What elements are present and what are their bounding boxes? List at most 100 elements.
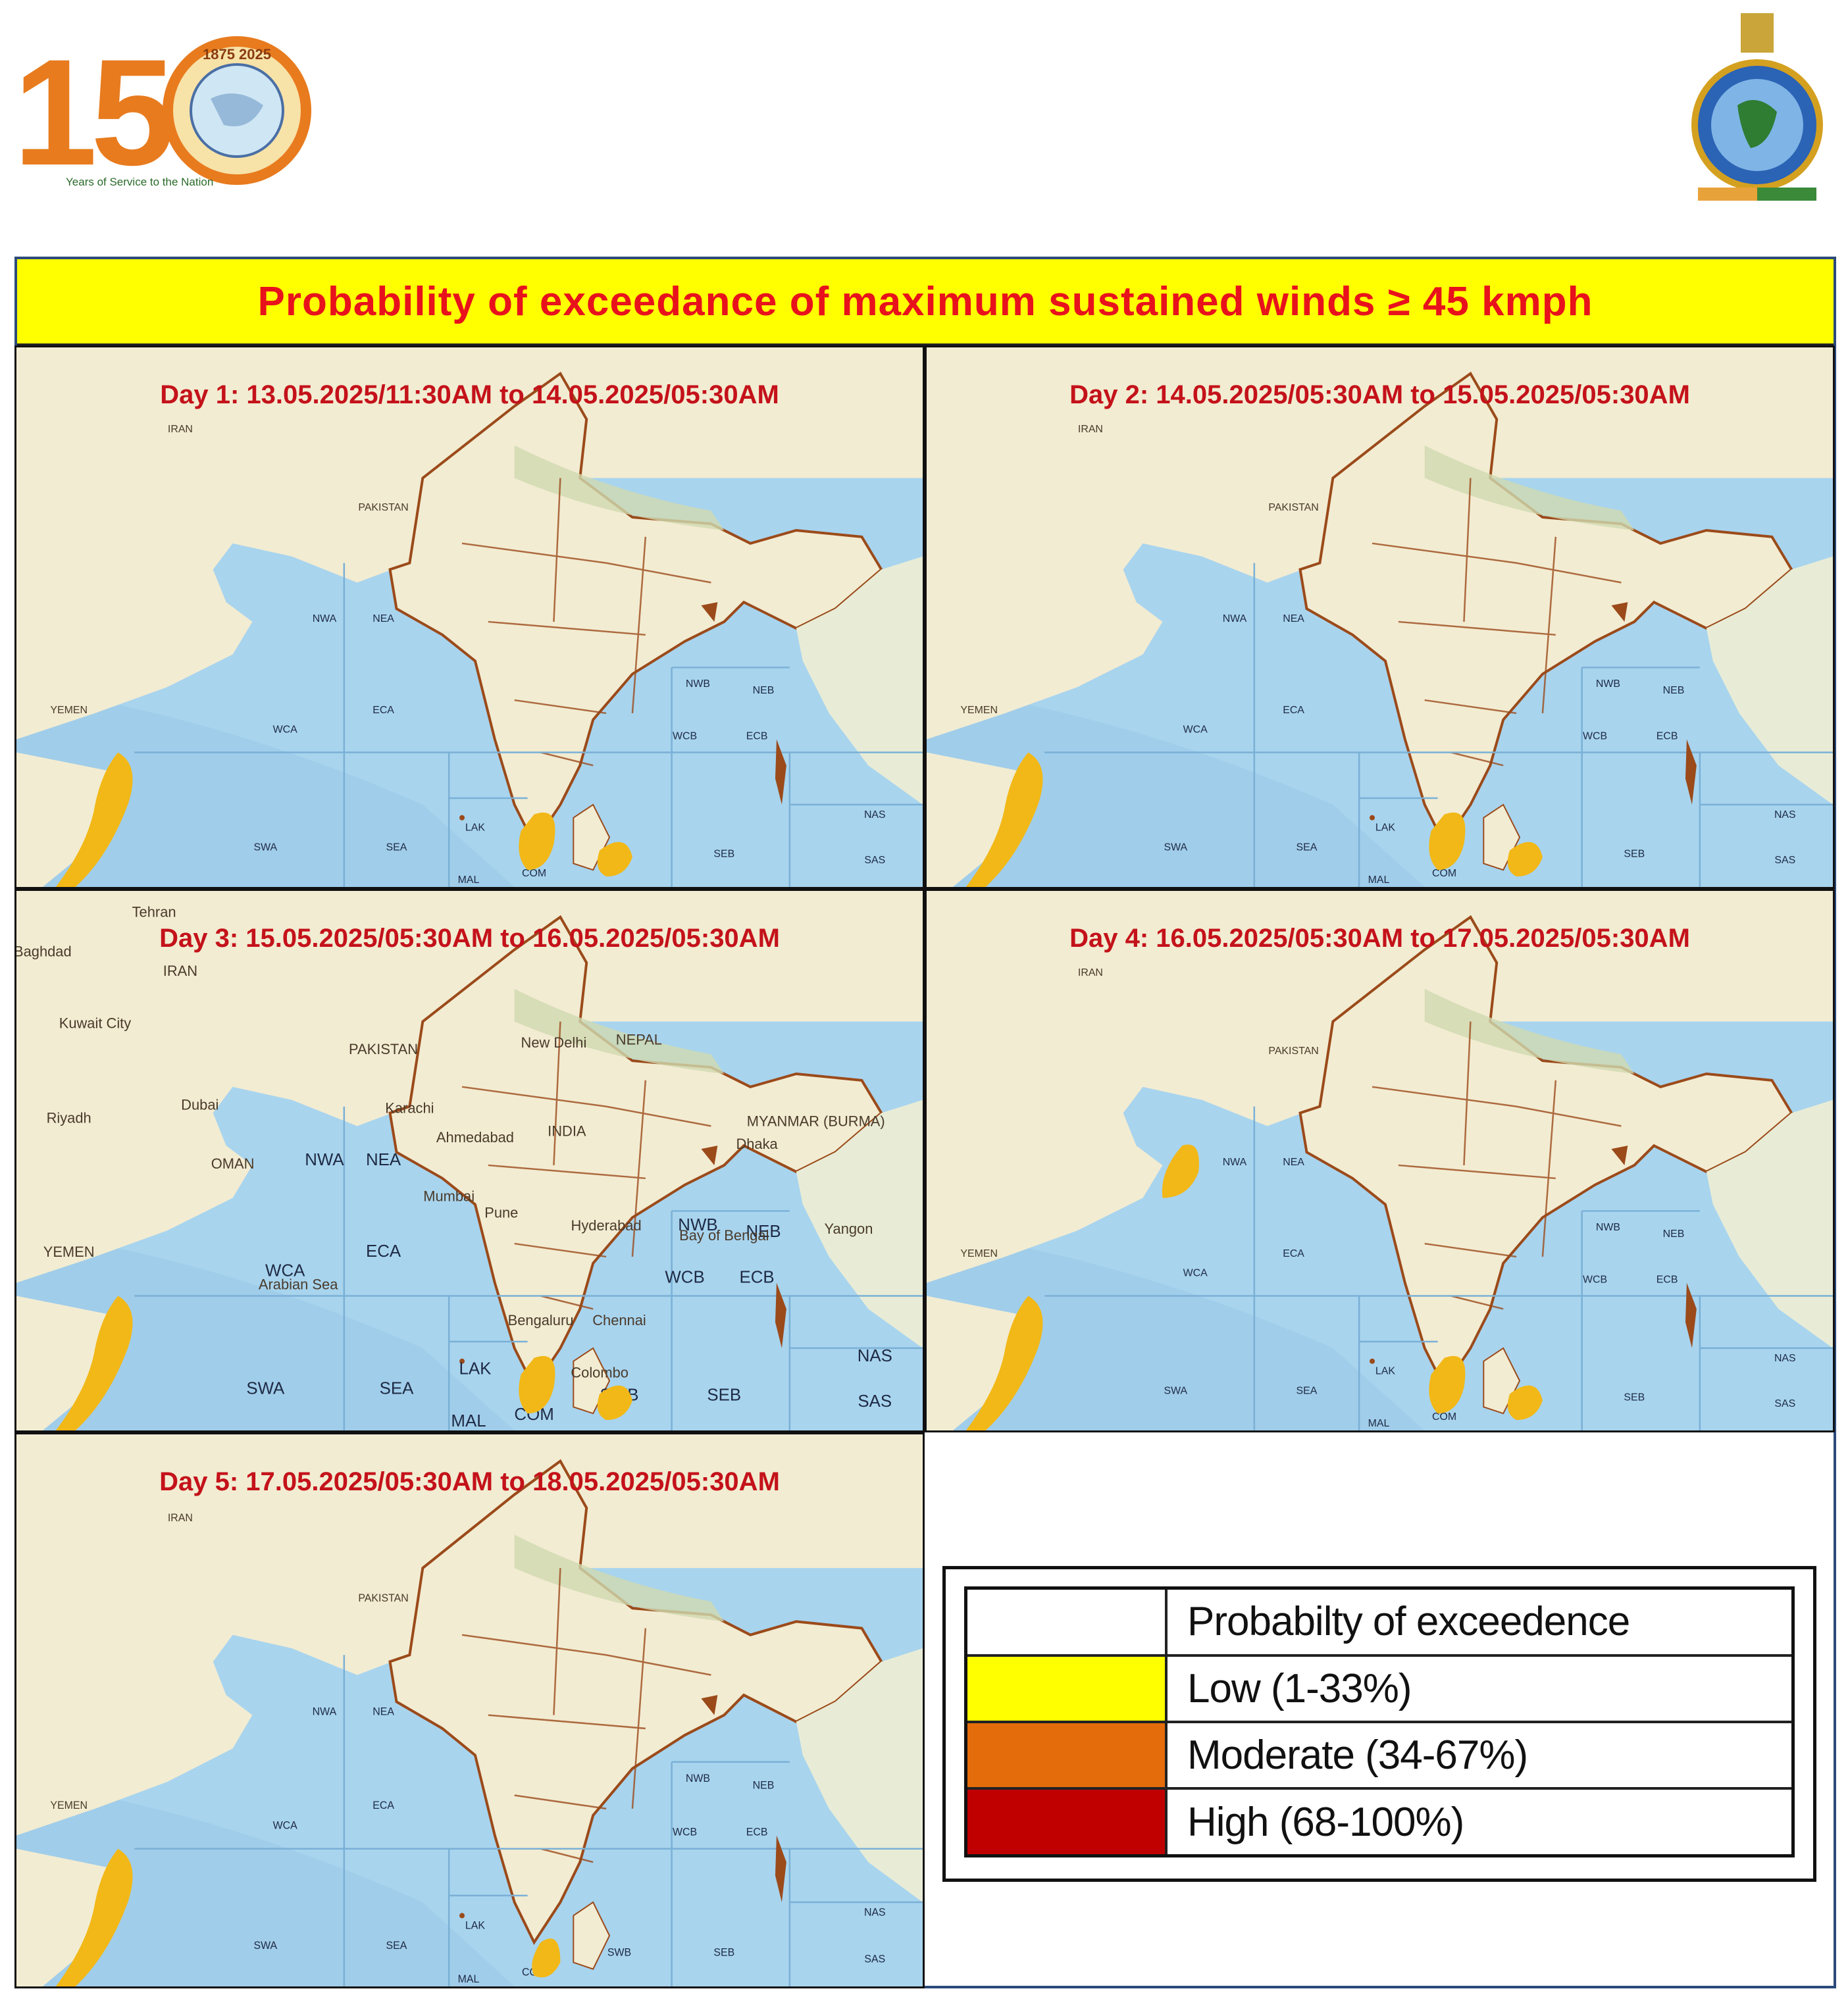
- legend-row-low: Low (1-33%): [964, 1654, 1795, 1723]
- zone-label-neb: NEB: [753, 685, 775, 696]
- place-label: IRAN: [168, 424, 193, 435]
- low-probability-area-somalia: [965, 1296, 1043, 1430]
- legend-swatch-low: [964, 1654, 1168, 1723]
- africa-horn-land: [16, 752, 115, 887]
- low-probability-area-comorin: [519, 812, 555, 871]
- arabian-sea-deep: [927, 687, 1425, 887]
- himalaya-relief: [514, 445, 725, 530]
- zone-label-nas: NAS: [858, 1347, 892, 1365]
- zone-label-wca: WCA: [1183, 1268, 1208, 1279]
- place-label: PAKISTAN: [358, 502, 408, 513]
- legend-header-row: Probabilty of exceedence: [964, 1586, 1795, 1657]
- himalaya-relief: [514, 988, 725, 1074]
- zone-label-sas: SAS: [858, 1392, 892, 1411]
- andaman-islands: [775, 1282, 786, 1348]
- day-3-label: Day 3: 15.05.2025/05:30AM to 16.05.2025/…: [159, 924, 780, 953]
- zone-label-wca: WCA: [1183, 724, 1208, 736]
- himalaya-relief: [514, 1534, 725, 1622]
- low-probability-area-comorin: [1429, 812, 1466, 871]
- zone-label-lak: LAK: [465, 822, 485, 834]
- zone-label-neb: NEB: [1663, 685, 1685, 696]
- lakshadweep-islands: [459, 1913, 465, 1919]
- middle-east-land: [16, 347, 923, 740]
- africa-horn-land: [927, 1296, 1025, 1430]
- zone-label-sea: SEA: [380, 1379, 415, 1398]
- place-label: INDIA: [548, 1123, 586, 1139]
- legend-row-high: High (68-100%): [964, 1787, 1795, 1857]
- day-2-label: Day 2: 14.05.2025/05:30AM to 15.05.2025/…: [1069, 380, 1690, 409]
- place-label: OMAN: [211, 1155, 255, 1172]
- zone-label-seb: SEB: [713, 1946, 734, 1958]
- zone-label-wcb: WCB: [1583, 1275, 1607, 1286]
- imd-emblem-icon: [1685, 13, 1830, 204]
- zone-label-wcb: WCB: [1583, 731, 1607, 742]
- low-probability-area-comorin: [519, 1355, 555, 1414]
- place-label: Colombo: [571, 1365, 629, 1381]
- state-boundaries: [461, 1021, 711, 1310]
- day-4-map: NWA NEA ECA WCA SWA SEA LAK MAL COM NWB NEB WCB ECB S…: [927, 891, 1833, 1430]
- low-probability-area-comorin: [1429, 1355, 1466, 1414]
- zone-label-lak: LAK: [1375, 1366, 1395, 1377]
- low-probability-area-sri-lanka-east: [1507, 1385, 1543, 1421]
- zone-label-mal: MAL: [1368, 874, 1390, 886]
- place-label: YEMEN: [50, 705, 88, 716]
- state-boundaries: [461, 478, 711, 767]
- arabian-sea-deep: [16, 687, 515, 887]
- zone-label-swa: SWA: [254, 842, 278, 853]
- low-probability-area-sri-lanka-east: [1507, 842, 1543, 877]
- zone-label-nwa: NWA: [313, 1705, 337, 1717]
- zone-label-nas: NAS: [1774, 809, 1796, 821]
- legend-swatch-high: [964, 1787, 1168, 1857]
- zone-label-ecb: ECB: [740, 1269, 775, 1287]
- middle-east-land: [927, 347, 1833, 740]
- zone-label-com: COM: [522, 868, 546, 879]
- place-label: NEPAL: [616, 1031, 662, 1048]
- place-label: YEMEN: [43, 1244, 95, 1260]
- place-label: New Delhi: [521, 1034, 587, 1051]
- zone-label-nea: NEA: [366, 1151, 401, 1169]
- logo-150-years: 1875 2025: [203, 46, 271, 63]
- zone-label-swa: SWA: [1164, 842, 1188, 853]
- sundarbans-mark: [701, 1695, 718, 1715]
- zone-label-nwa: NWA: [1223, 613, 1247, 624]
- zone-label-com: COM: [1432, 868, 1456, 879]
- africa-horn-land: [927, 752, 1025, 887]
- zone-label-nwa: NWA: [305, 1151, 344, 1169]
- state-boundaries: [461, 1568, 711, 1863]
- zone-label-sea: SEA: [1296, 1385, 1318, 1396]
- zone-label-lak: LAK: [459, 1360, 492, 1378]
- zone-label-nwb: NWB: [1596, 678, 1620, 690]
- middle-east-land: [16, 1434, 923, 1836]
- day-3-map-panel: NWA NEA ECA WCA SWA SEA LAK MAL COM NWB NEB WCB ECB S…: [14, 889, 925, 1432]
- zone-label-sas: SAS: [1774, 855, 1795, 866]
- arabian-sea-deep: [16, 1230, 515, 1430]
- day-5-map-panel: NWANEAECAWCASWASEALAKMALCOMNWBNEBWCBECBS…: [14, 1432, 925, 1988]
- africa-horn-land: [16, 1296, 115, 1430]
- lakshadweep-islands: [459, 1358, 465, 1364]
- zone-label-ecb: ECB: [746, 1826, 768, 1838]
- zone-label-wca: WCA: [273, 1819, 297, 1831]
- zone-label-sea: SEA: [386, 1940, 407, 1952]
- zone-label-wcb: WCB: [665, 1269, 704, 1287]
- low-probability-area-sri-lanka-east: [597, 1385, 632, 1421]
- low-probability-area-somalia: [965, 752, 1043, 887]
- andaman-islands: [775, 739, 786, 805]
- zone-label-seb: SEB: [1624, 1392, 1645, 1403]
- legend-label-low: Low (1-33%): [1165, 1654, 1795, 1723]
- himalaya-relief: [1424, 445, 1635, 530]
- day-4-label: Day 4: 16.05.2025/05:30AM to 17.05.2025/…: [1069, 924, 1690, 953]
- zone-label-mal: MAL: [451, 1412, 486, 1430]
- low-probability-area-comorin: [532, 1938, 561, 1978]
- zone-label-neb: NEB: [746, 1223, 781, 1241]
- zone-label-nea: NEA: [1283, 613, 1304, 624]
- zone-label-seb: SEB: [713, 848, 734, 859]
- state-boundaries: [1372, 1021, 1622, 1310]
- place-label: Pune: [484, 1204, 518, 1221]
- zone-label-swa: SWA: [246, 1379, 285, 1398]
- zone-label-nea: NEA: [1283, 1157, 1304, 1168]
- place-label: Mumbai: [423, 1188, 475, 1205]
- place-label: MYANMAR (BURMA): [747, 1113, 885, 1129]
- legend: Probabilty of exceedence Low (1-33%) Mod…: [942, 1566, 1816, 1882]
- legend-header-swatch: [964, 1586, 1168, 1657]
- place-label: Ahmedabad: [436, 1129, 514, 1146]
